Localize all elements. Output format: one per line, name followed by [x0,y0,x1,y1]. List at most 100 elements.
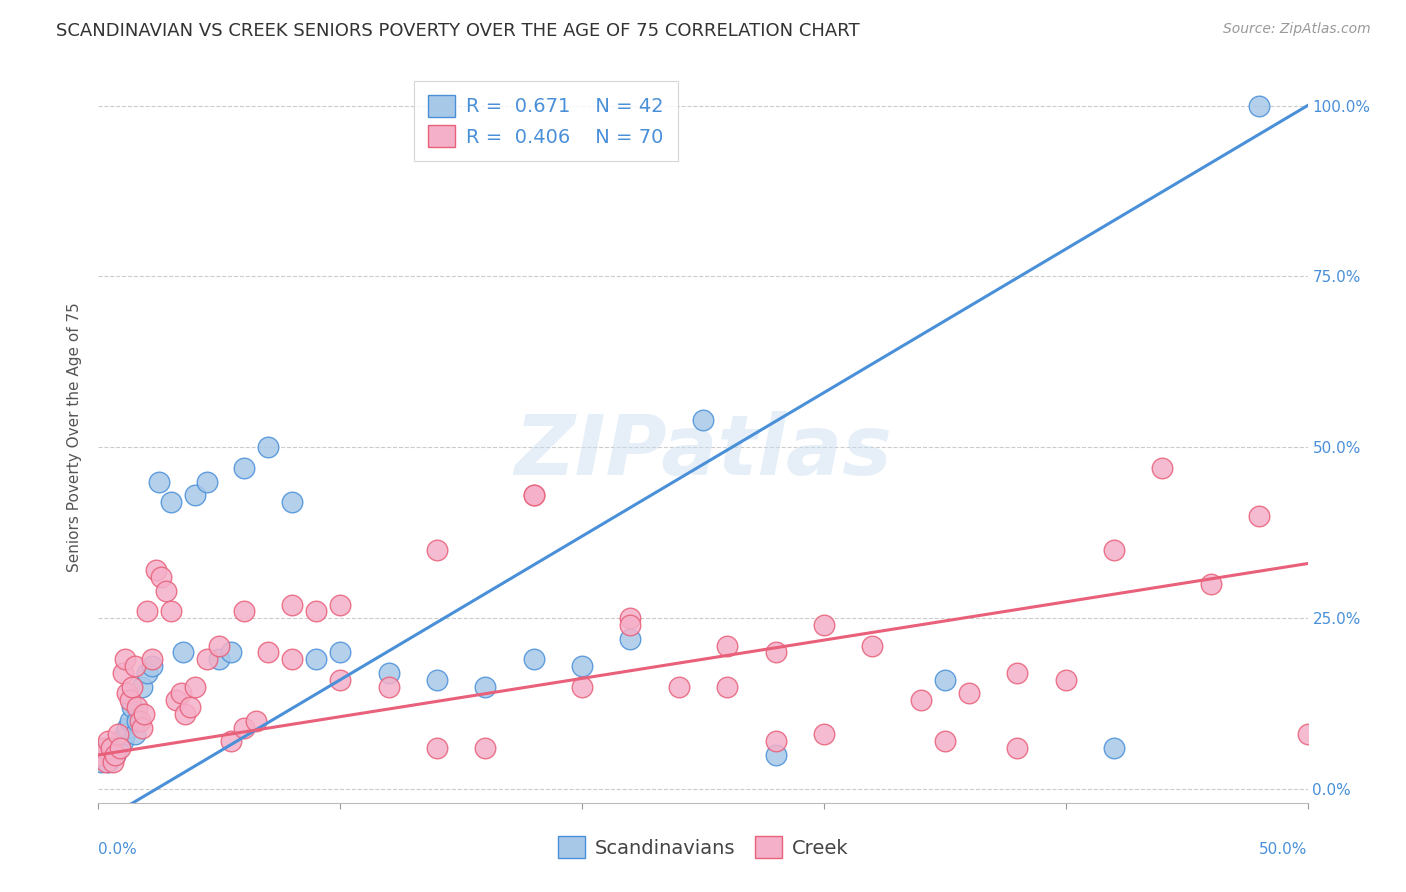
Point [377,680,399,694]
Point [1199,577,1222,591]
Point [329,645,352,659]
Text: 0.0%: 0.0% [98,842,138,856]
Point [121,680,143,694]
Point [329,673,352,687]
Point [426,741,449,756]
Point [118,693,141,707]
Point [1249,508,1271,523]
Point [117,721,139,735]
Point [221,734,243,748]
Point [124,659,146,673]
Point [305,652,328,666]
Point [128,714,150,728]
Point [184,488,207,502]
Point [160,604,183,618]
Point [127,700,149,714]
Point [108,741,131,756]
Point [619,618,641,632]
Point [97,734,120,748]
Point [523,652,546,666]
Point [1054,673,1077,687]
Point [155,583,177,598]
Point [619,611,641,625]
Point [90,747,112,762]
Point [281,652,304,666]
Point [121,700,143,714]
Point [111,665,134,680]
Point [281,598,304,612]
Point [1296,727,1319,741]
Point [145,563,167,577]
Point [107,727,129,741]
Point [172,645,194,659]
Point [141,652,163,666]
Point [813,618,835,632]
Point [195,652,218,666]
Point [281,495,304,509]
Point [117,686,139,700]
Point [127,714,149,728]
Point [910,693,932,707]
Point [1102,741,1125,756]
Text: SCANDINAVIAN VS CREEK SENIORS POVERTY OVER THE AGE OF 75 CORRELATION CHART: SCANDINAVIAN VS CREEK SENIORS POVERTY OV… [56,22,860,40]
Point [716,639,738,653]
Point [208,639,231,653]
Point [934,673,956,687]
Point [114,727,136,741]
Point [668,680,690,694]
Legend: Scandinavians, Creek: Scandinavians, Creek [550,828,856,866]
Point [1249,98,1271,112]
Point [765,747,787,762]
Point [1152,460,1174,475]
Point [232,721,254,735]
Point [135,665,157,680]
Point [107,741,129,756]
Point [523,488,546,502]
Point [101,755,124,769]
Text: ZIPatlas: ZIPatlas [515,411,891,492]
Point [94,741,117,756]
Point [135,604,157,618]
Point [571,680,593,694]
Point [100,747,122,762]
Point [860,639,883,653]
Point [619,632,641,646]
Point [195,475,218,489]
Point [232,604,254,618]
Point [160,495,183,509]
Point [256,440,278,454]
Point [141,659,163,673]
Point [329,598,352,612]
Point [377,665,399,680]
Point [118,714,141,728]
Point [134,706,156,721]
Point [148,475,170,489]
Point [111,734,134,748]
Point [934,734,956,748]
Point [523,488,546,502]
Point [104,747,127,762]
Point [813,727,835,741]
Point [91,747,114,762]
Point [765,734,787,748]
Point [179,700,201,714]
Point [108,734,131,748]
Point [232,460,254,475]
Point [221,645,243,659]
Point [91,741,114,756]
Point [1007,741,1029,756]
Point [426,542,449,557]
Point [150,570,173,584]
Point [474,680,496,694]
Point [100,741,122,756]
Point [305,604,328,618]
Y-axis label: Seniors Poverty Over the Age of 75: Seniors Poverty Over the Age of 75 [67,302,83,572]
Point [101,741,124,756]
Point [1007,665,1029,680]
Point [131,721,153,735]
Point [474,741,496,756]
Point [208,652,231,666]
Text: Source: ZipAtlas.com: Source: ZipAtlas.com [1223,22,1371,37]
Point [692,413,714,427]
Point [94,755,117,769]
